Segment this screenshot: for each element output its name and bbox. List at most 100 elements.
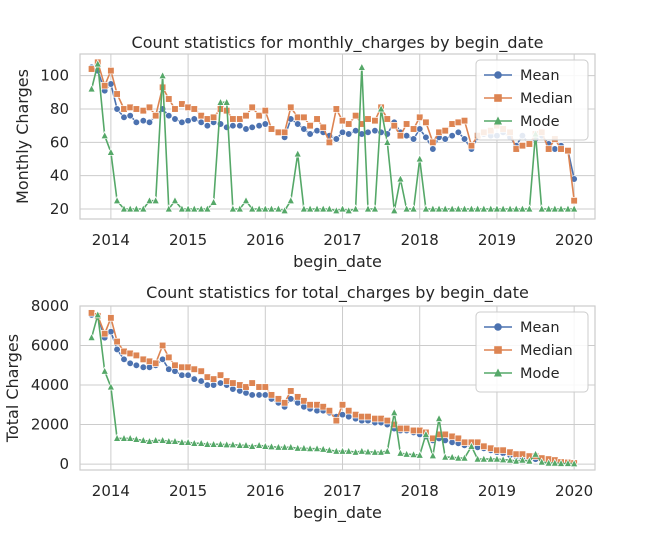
data-point-mode xyxy=(486,204,495,213)
data-point-median xyxy=(242,112,250,120)
data-point-median xyxy=(512,145,520,153)
data-point-mode xyxy=(415,154,424,163)
data-point-mode xyxy=(390,407,399,417)
data-point-median xyxy=(197,367,205,375)
data-point-mean xyxy=(429,145,437,153)
data-point-mode xyxy=(376,104,386,113)
data-point-median xyxy=(107,67,115,75)
data-point-median xyxy=(460,438,469,446)
data-point-mode xyxy=(235,204,245,213)
data-point-mode xyxy=(357,62,366,71)
data-point-mode xyxy=(319,444,328,453)
data-point-mean xyxy=(551,145,559,153)
data-point-mode xyxy=(460,453,469,462)
data-point-median xyxy=(454,434,462,443)
data-point-mode xyxy=(344,205,353,215)
data-point-mean xyxy=(203,122,212,130)
data-point-median xyxy=(454,118,462,126)
data-point-mode xyxy=(383,446,392,455)
x-tick-label: 2020 xyxy=(555,231,593,249)
x-tick-label: 2019 xyxy=(478,231,516,249)
data-point-median xyxy=(377,414,385,423)
data-point-mode xyxy=(126,204,135,213)
data-point-median xyxy=(441,430,449,439)
data-point-median xyxy=(171,361,179,369)
data-point-mode xyxy=(203,439,212,448)
data-point-median xyxy=(139,107,147,115)
x-tick-label: 2014 xyxy=(92,482,130,500)
x-tick-label: 2017 xyxy=(323,482,361,500)
data-point-median xyxy=(287,387,295,395)
data-point-median xyxy=(229,115,237,123)
data-point-mean xyxy=(139,117,147,125)
data-point-median xyxy=(87,65,96,73)
data-point-mode xyxy=(383,137,392,146)
x-tick-label: 2016 xyxy=(246,231,284,249)
data-point-mean xyxy=(197,118,205,126)
data-point-mode xyxy=(460,204,469,213)
data-point-median xyxy=(313,401,321,409)
y-tick-label: 4000 xyxy=(31,376,69,394)
data-point-mean xyxy=(248,391,256,399)
x-axis-label: begin_date xyxy=(293,503,382,523)
data-point-mode xyxy=(415,450,424,459)
data-point-median xyxy=(152,359,160,367)
data-point-mean xyxy=(203,381,212,389)
data-point-mean xyxy=(184,371,192,379)
data-point-median xyxy=(525,140,534,148)
data-point-mode xyxy=(518,204,527,213)
data-point-median xyxy=(467,142,476,150)
data-point-mode xyxy=(305,204,315,213)
data-point-mode xyxy=(170,195,180,205)
data-point-median xyxy=(294,393,302,401)
data-point-mode xyxy=(228,439,238,449)
data-point-median xyxy=(448,432,456,441)
data-point-mean xyxy=(338,128,347,136)
data-point-median xyxy=(493,446,501,454)
data-point-mode xyxy=(512,204,521,213)
data-point-mean xyxy=(351,127,360,135)
data-point-mode xyxy=(357,446,366,455)
data-point-mode xyxy=(332,446,341,455)
data-point-mean xyxy=(261,391,269,399)
data-point-mean xyxy=(248,123,256,131)
data-point-median xyxy=(255,112,263,120)
data-point-mode xyxy=(544,458,553,467)
data-point-median xyxy=(101,330,109,338)
legend-label-median: Median xyxy=(520,343,573,359)
legend-label-median: Median xyxy=(520,91,573,107)
data-point-mode xyxy=(556,204,566,213)
data-point-mean xyxy=(190,375,198,383)
data-point-mean xyxy=(402,132,411,140)
data-point-mean xyxy=(132,118,141,126)
plot-frame xyxy=(79,53,596,220)
legend-label-mean: Mean xyxy=(520,68,560,84)
data-point-mode xyxy=(454,204,463,213)
data-point-mean xyxy=(261,120,269,128)
data-point-mode xyxy=(248,441,257,450)
data-point-median xyxy=(545,145,553,153)
data-point-median xyxy=(261,107,269,115)
data-point-mode xyxy=(93,310,102,319)
x-tick-label: 2014 xyxy=(92,231,130,249)
data-point-mode xyxy=(280,205,289,215)
data-point-mean xyxy=(255,122,263,130)
data-point-mean xyxy=(313,127,321,135)
data-point-median xyxy=(383,416,391,425)
data-point-median xyxy=(435,128,443,136)
data-point-mode xyxy=(312,204,322,213)
data-point-median xyxy=(570,197,578,205)
data-point-median xyxy=(287,103,295,111)
data-point-mode xyxy=(254,440,264,449)
data-point-median xyxy=(203,373,212,381)
data-point-median xyxy=(396,424,405,433)
data-point-mode xyxy=(402,204,411,213)
data-point-mode xyxy=(119,204,129,213)
series-line-mode xyxy=(90,63,575,212)
data-point-mode xyxy=(151,435,160,444)
data-point-mean xyxy=(242,125,250,133)
data-point-mean xyxy=(184,117,192,125)
data-point-mode xyxy=(479,454,488,463)
data-point-median xyxy=(255,383,263,391)
